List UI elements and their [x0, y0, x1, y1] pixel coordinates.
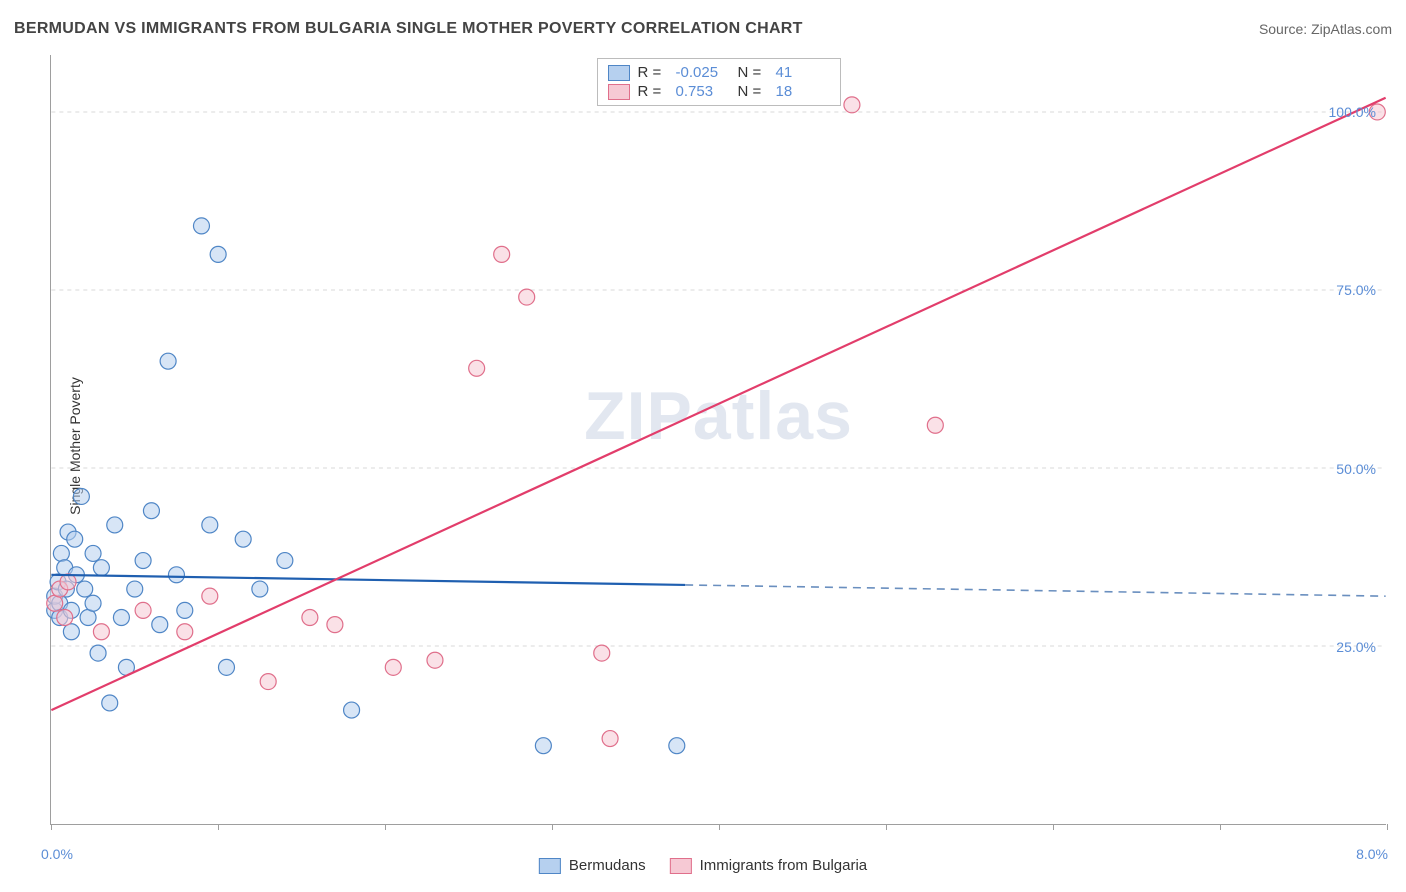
swatch-icon	[670, 858, 692, 874]
source-credit: Source: ZipAtlas.com	[1259, 21, 1392, 37]
x-tick-min: 0.0%	[41, 846, 73, 862]
swatch-icon	[608, 84, 630, 100]
swatch-icon	[608, 65, 630, 81]
x-tick-mark	[886, 824, 887, 830]
x-tick-mark	[218, 824, 219, 830]
x-tick-mark	[385, 824, 386, 830]
y-tick-label: 75.0%	[1336, 282, 1376, 298]
x-tick-mark	[1053, 824, 1054, 830]
bottom-legend: Bermudans Immigrants from Bulgaria	[539, 857, 867, 874]
x-tick-mark	[719, 824, 720, 830]
legend-label: Bermudans	[569, 857, 646, 874]
stats-legend: R = -0.025 N = 41 R = 0.753 N = 18	[597, 58, 841, 106]
legend-item: Bermudans	[539, 857, 646, 874]
y-tick-label: 100.0%	[1329, 104, 1376, 120]
stats-row: R = -0.025 N = 41	[608, 63, 830, 82]
x-tick-mark	[552, 824, 553, 830]
y-tick-label: 25.0%	[1336, 639, 1376, 655]
scatter-plot: ZIPatlas R = -0.025 N = 41 R = 0.753 N =…	[50, 55, 1386, 825]
x-tick-max: 8.0%	[1356, 846, 1388, 862]
y-tick-label: 50.0%	[1336, 461, 1376, 477]
chart-title: BERMUDAN VS IMMIGRANTS FROM BULGARIA SIN…	[14, 20, 803, 38]
x-tick-mark	[1387, 824, 1388, 830]
chart-canvas	[51, 55, 1386, 824]
swatch-icon	[539, 858, 561, 874]
legend-label: Immigrants from Bulgaria	[700, 857, 868, 874]
header: BERMUDAN VS IMMIGRANTS FROM BULGARIA SIN…	[14, 20, 1392, 38]
x-tick-mark	[51, 824, 52, 830]
stats-row: R = 0.753 N = 18	[608, 82, 830, 101]
legend-item: Immigrants from Bulgaria	[670, 857, 868, 874]
x-tick-mark	[1220, 824, 1221, 830]
